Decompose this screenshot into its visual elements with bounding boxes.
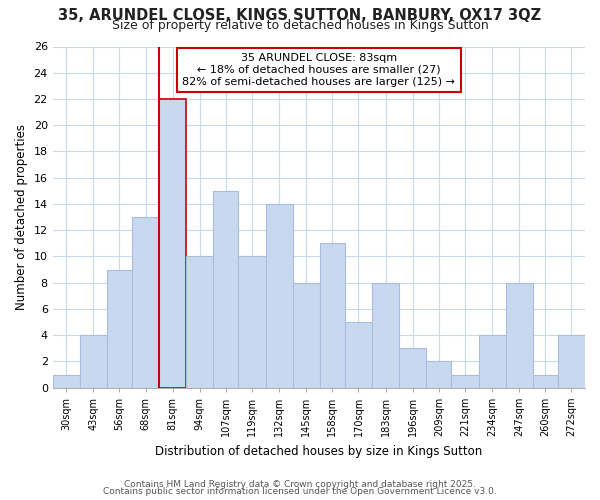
Text: Contains public sector information licensed under the Open Government Licence v3: Contains public sector information licen… bbox=[103, 487, 497, 496]
Bar bbox=[132, 217, 159, 388]
Text: 35 ARUNDEL CLOSE: 83sqm
← 18% of detached houses are smaller (27)
82% of semi-de: 35 ARUNDEL CLOSE: 83sqm ← 18% of detache… bbox=[182, 54, 455, 86]
Bar bbox=[427, 362, 451, 388]
Text: Size of property relative to detached houses in Kings Sutton: Size of property relative to detached ho… bbox=[112, 18, 488, 32]
Y-axis label: Number of detached properties: Number of detached properties bbox=[15, 124, 28, 310]
Bar bbox=[214, 191, 238, 388]
Text: Contains HM Land Registry data © Crown copyright and database right 2025.: Contains HM Land Registry data © Crown c… bbox=[124, 480, 476, 489]
Bar bbox=[558, 335, 585, 388]
Bar bbox=[238, 256, 266, 388]
Bar bbox=[159, 99, 186, 388]
Bar bbox=[320, 244, 345, 388]
Bar bbox=[53, 374, 80, 388]
Bar bbox=[186, 256, 214, 388]
Text: 35, ARUNDEL CLOSE, KINGS SUTTON, BANBURY, OX17 3QZ: 35, ARUNDEL CLOSE, KINGS SUTTON, BANBURY… bbox=[58, 8, 542, 22]
Bar bbox=[451, 374, 479, 388]
Bar bbox=[479, 335, 506, 388]
Bar bbox=[345, 322, 372, 388]
Bar bbox=[533, 374, 558, 388]
Bar bbox=[399, 348, 427, 388]
Bar bbox=[107, 270, 132, 388]
Bar bbox=[506, 282, 533, 388]
Bar bbox=[80, 335, 107, 388]
Bar bbox=[266, 204, 293, 388]
Bar bbox=[293, 282, 320, 388]
X-axis label: Distribution of detached houses by size in Kings Sutton: Distribution of detached houses by size … bbox=[155, 444, 482, 458]
Bar bbox=[372, 282, 399, 388]
